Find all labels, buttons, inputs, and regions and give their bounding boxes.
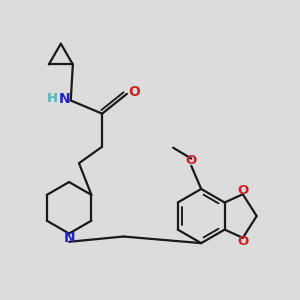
Text: O: O — [237, 235, 248, 248]
Text: O: O — [186, 154, 197, 167]
Text: N: N — [59, 92, 70, 106]
Text: H: H — [47, 92, 58, 105]
Text: O: O — [237, 184, 248, 197]
Text: N: N — [63, 230, 75, 244]
Text: O: O — [128, 85, 140, 98]
